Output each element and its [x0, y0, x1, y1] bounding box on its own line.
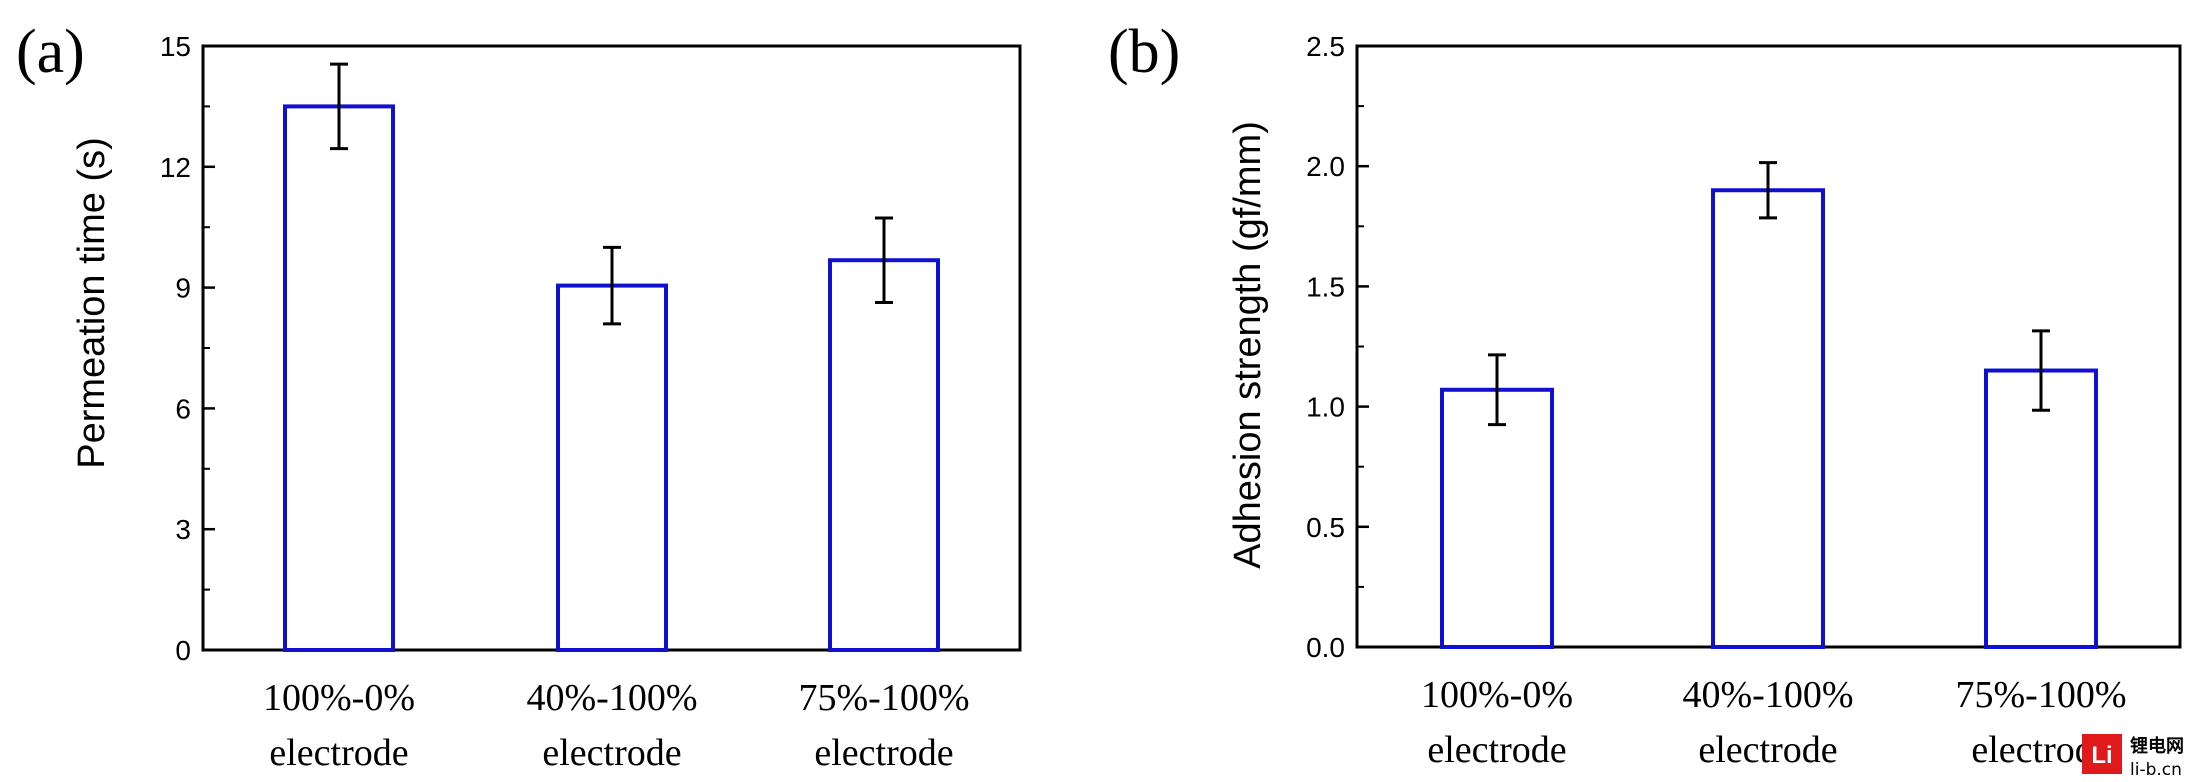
y-tick-label-b: 2.5 — [1306, 31, 1345, 62]
y-tick-label-a: 9 — [175, 273, 191, 304]
y-tick-label-a: 0 — [175, 635, 191, 666]
watermark-logo-text: Li — [2091, 742, 2112, 769]
y-tick-label-b: 2.0 — [1306, 151, 1345, 182]
watermark: Li 锂电网 li-b.cn — [2082, 734, 2184, 780]
y-axis-title-a: Permeation time (s) — [71, 137, 113, 469]
y-tick-label-b: 1.0 — [1306, 392, 1345, 423]
y-tick-label-a: 12 — [160, 152, 191, 183]
category-label-b-1: 100%-0% — [1421, 674, 1573, 716]
category-label-b-2: 40%-100% — [1683, 674, 1854, 716]
y-tick-label-b: 0.0 — [1306, 632, 1345, 663]
bar-a-3 — [828, 258, 940, 652]
plot-frame-a — [201, 44, 1022, 652]
y-tick-label-b: 0.5 — [1306, 512, 1345, 543]
y-tick-label-a: 6 — [175, 393, 191, 424]
plot-frame-b — [1355, 44, 2182, 649]
watermark-logo-icon — [2082, 734, 2122, 774]
y-tick-label-b: 1.5 — [1306, 271, 1345, 302]
panel-label-b: (b) — [1108, 18, 1180, 86]
bar-a-2 — [556, 283, 668, 652]
bar-a-1 — [283, 104, 395, 652]
category-label-a-2: 40%-100% — [527, 677, 698, 719]
chart-panel-b: (b) Adhesion strength (gf/mm) 0.0 0.5 1.0 1… — [1108, 18, 2182, 771]
category-label-b-2: electrode — [1698, 729, 1837, 771]
watermark-cn-text: 锂电网 — [2130, 735, 2184, 757]
category-label-a-1: electrode — [269, 732, 408, 774]
bar-b-1 — [1440, 387, 1554, 649]
category-label-a-1: 100%-0% — [263, 677, 415, 719]
y-axis-title-b: Adhesion strength (gf/mm) — [1227, 121, 1269, 569]
category-label-b-1: electrode — [1427, 729, 1566, 771]
chart-panel-a: (a) Permeation time (s) 0 3 6 9 12 15 100%-0% e… — [16, 18, 1022, 774]
watermark-url-text: li-b.cn — [2130, 760, 2182, 780]
bar-b-2 — [1711, 188, 1825, 650]
plot-area-b: 0.0 0.5 1.0 1.5 2.0 2.5 100%-0% electrode 40%-10… — [1306, 31, 2182, 771]
category-label-b-3: 75%-100% — [1956, 674, 2127, 716]
bar-b-3 — [1984, 368, 2098, 649]
category-label-a-2: electrode — [542, 732, 681, 774]
category-label-a-3: 75%-100% — [799, 677, 970, 719]
plot-area-a: 0 3 6 9 12 15 100%-0% electrode 40%-100% electrod… — [160, 31, 1022, 774]
y-tick-label-a: 15 — [160, 31, 191, 62]
y-tick-label-a: 3 — [175, 514, 191, 545]
category-label-a-3: electrode — [814, 732, 953, 774]
panel-label-a: (a) — [16, 18, 85, 86]
